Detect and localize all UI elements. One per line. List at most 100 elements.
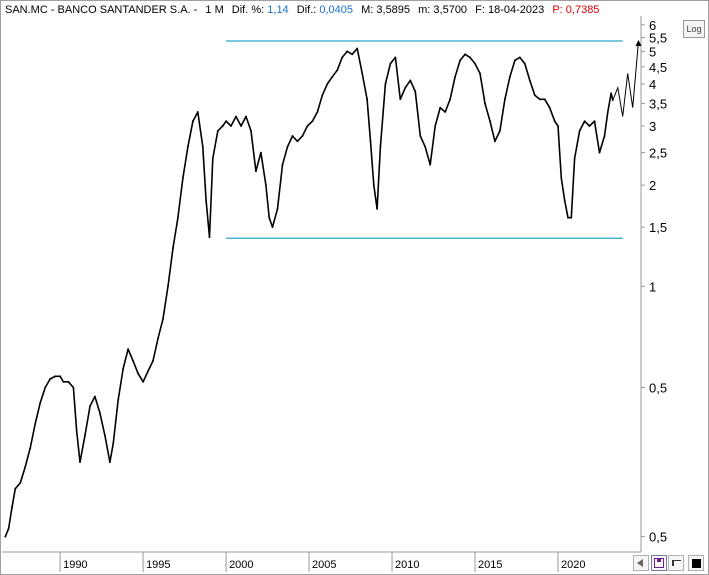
y-tick-label: 3 [649, 119, 656, 134]
price-point [216, 130, 219, 132]
price-point [39, 402, 42, 404]
price-point [142, 380, 145, 383]
price-point [331, 75, 334, 78]
price-point [104, 434, 106, 437]
price-point [162, 318, 164, 320]
price-point [369, 140, 372, 143]
price-point [361, 72, 364, 75]
save-button[interactable] [651, 555, 667, 571]
price-point [570, 216, 573, 219]
price-point [484, 102, 486, 105]
price-point [439, 106, 442, 109]
price-point [301, 135, 304, 137]
price-point [281, 163, 284, 166]
price-point [567, 216, 569, 219]
price-point [19, 482, 22, 484]
price-point [409, 79, 412, 82]
price-series [4, 47, 614, 538]
price-point [208, 236, 211, 239]
price-point [72, 386, 75, 389]
log-scale-button[interactable]: Log [683, 20, 705, 38]
price-point [34, 422, 37, 425]
dif-value: 0,0405 [319, 4, 354, 16]
price-point [479, 72, 481, 75]
price-point [192, 120, 194, 123]
y-tick-label: 0,5 [649, 530, 667, 545]
price-point [414, 90, 417, 93]
price-point [14, 487, 17, 490]
min-value: 3,5700 [433, 4, 468, 16]
price-point [573, 157, 576, 160]
y-tick-label: 0,5 [649, 380, 667, 395]
price-point [518, 56, 521, 59]
p-value: 0,7385 [565, 4, 600, 16]
price-point [321, 94, 324, 97]
axes [2, 16, 642, 553]
price-point [459, 59, 461, 62]
price-point [434, 125, 437, 127]
pin-button[interactable] [668, 555, 684, 571]
x-tick-label: 1990 [63, 559, 87, 571]
price-point [167, 285, 169, 288]
price-point [245, 115, 247, 118]
price-point [316, 111, 319, 113]
price-point [172, 247, 174, 249]
price-point [127, 348, 129, 351]
price-point [99, 412, 101, 414]
price-point [250, 130, 252, 132]
price-point [306, 125, 309, 127]
y-tick-label: 1 [649, 279, 656, 294]
y-tick-label: 6 [649, 18, 656, 33]
price-point [260, 151, 262, 154]
price-point [196, 111, 199, 113]
price-point [578, 130, 581, 132]
price-point [341, 56, 344, 59]
price-point [424, 145, 427, 148]
projection-line [612, 39, 642, 117]
price-point [94, 395, 96, 398]
price-point [469, 56, 471, 59]
price-point [499, 130, 501, 132]
triangle-left-icon [637, 559, 643, 567]
price-point [268, 216, 271, 219]
x-tick-label: 2010 [395, 559, 419, 571]
color-button[interactable] [688, 555, 704, 571]
x-tick-label: 2005 [312, 559, 336, 571]
y-tick-label: 5 [649, 44, 656, 59]
price-point [235, 115, 237, 118]
floppy-disk-icon [654, 558, 664, 568]
price-point [454, 75, 456, 78]
price-point [311, 120, 314, 123]
symbol-name: SAN.MC - BANCO SANTANDER S.A. - [5, 4, 198, 16]
price-point [474, 62, 476, 65]
y-tick-label: 2 [649, 178, 656, 193]
price-point [177, 216, 179, 219]
price-point [59, 375, 61, 378]
price-point [356, 47, 359, 50]
price-point [588, 125, 591, 127]
max-label: M: [361, 4, 374, 16]
price-point [563, 199, 566, 202]
price-point [603, 135, 606, 137]
price-point [538, 98, 541, 101]
price-point [399, 98, 402, 101]
projection-path [612, 40, 639, 117]
color-square-icon [692, 559, 701, 568]
price-point [44, 386, 47, 389]
price-point [255, 170, 257, 173]
price-point [49, 378, 51, 380]
price-point [296, 140, 299, 143]
price-point [137, 372, 140, 375]
date-value: 18-04-2023 [487, 4, 545, 16]
scroll-left-button[interactable] [633, 555, 649, 571]
price-point [29, 447, 32, 449]
price-point [404, 86, 407, 89]
y-tick-label: 4,5 [649, 60, 667, 75]
price-point [379, 145, 382, 148]
date-label: F: [475, 4, 485, 16]
max-value: 3,5895 [376, 4, 411, 16]
price-point [84, 434, 86, 437]
price-point [89, 405, 91, 408]
x-axis-ticks: 1990 1995 2000 2005 2010 2015 2020 [59, 552, 585, 572]
